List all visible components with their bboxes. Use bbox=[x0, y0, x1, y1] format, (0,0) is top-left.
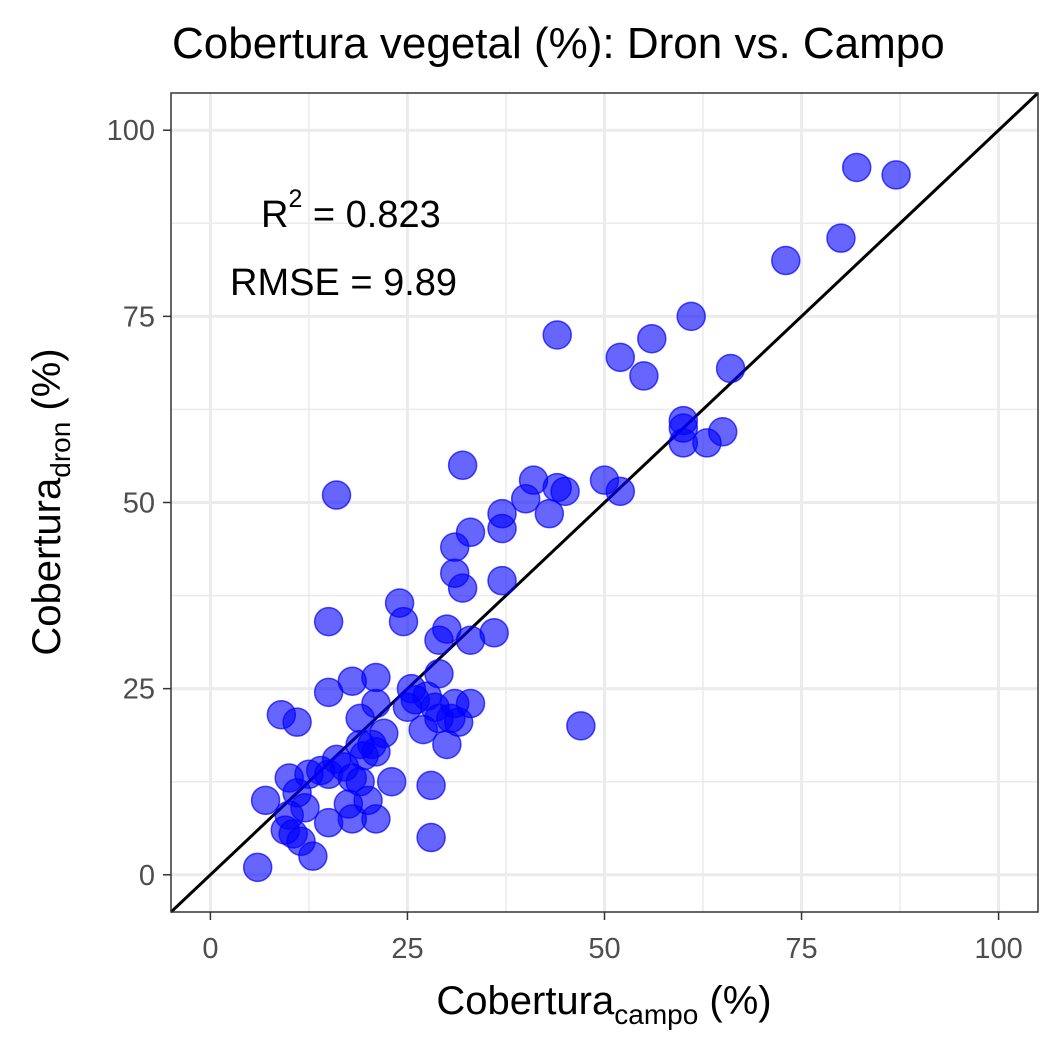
data-point bbox=[637, 323, 667, 354]
y-tick-label: 0 bbox=[139, 860, 155, 892]
data-point bbox=[424, 658, 454, 689]
data-point bbox=[369, 718, 399, 749]
data-points bbox=[242, 152, 911, 883]
x-axis-title-main: Cobertura bbox=[436, 979, 615, 1023]
data-point bbox=[605, 342, 636, 373]
data-point bbox=[250, 785, 281, 816]
y-axis-title-main: Cobertura bbox=[25, 477, 69, 656]
data-point bbox=[566, 711, 596, 741]
x-tick-label: 25 bbox=[391, 933, 423, 965]
data-point bbox=[455, 517, 486, 548]
r2-annotation: R2 = 0.823 bbox=[261, 185, 441, 236]
y-axis: 0 25 50 75 100 bbox=[107, 115, 171, 892]
data-point bbox=[361, 688, 391, 719]
data-point bbox=[605, 476, 636, 507]
data-point bbox=[707, 417, 738, 447]
x-tick-label: 100 bbox=[974, 933, 1022, 965]
data-point bbox=[542, 320, 572, 350]
data-point bbox=[416, 770, 446, 801]
data-point bbox=[388, 606, 419, 637]
y-axis-title-suffix: (%) bbox=[25, 348, 69, 421]
data-point bbox=[881, 160, 911, 190]
data-point bbox=[242, 852, 273, 883]
data-point bbox=[361, 662, 391, 693]
x-tick-label: 75 bbox=[785, 933, 817, 965]
x-axis-title: Coberturacampo (%) bbox=[436, 979, 771, 1030]
data-point bbox=[447, 573, 478, 603]
y-tick-label: 100 bbox=[107, 115, 155, 147]
x-axis-title-subscript: campo bbox=[614, 999, 698, 1030]
data-point bbox=[715, 353, 746, 384]
x-axis: 0 25 50 75 100 bbox=[202, 912, 1023, 965]
data-point bbox=[479, 618, 509, 648]
r2-value: = 0.823 bbox=[302, 194, 440, 236]
y-tick-label: 75 bbox=[123, 301, 155, 333]
data-point bbox=[416, 822, 446, 853]
data-point bbox=[455, 688, 486, 719]
data-point bbox=[432, 614, 462, 644]
data-point bbox=[313, 606, 344, 637]
data-point bbox=[676, 301, 706, 332]
data-point bbox=[282, 707, 312, 737]
data-point bbox=[313, 677, 344, 708]
data-point bbox=[487, 565, 517, 596]
chart-title: Cobertura vegetal (%): Dron vs. Campo bbox=[172, 19, 945, 68]
data-point bbox=[447, 450, 478, 481]
data-point bbox=[550, 476, 580, 507]
rmse-annotation: RMSE = 9.89 bbox=[230, 262, 457, 304]
x-tick-label: 0 bbox=[202, 933, 218, 965]
r2-label: R bbox=[261, 194, 288, 236]
y-axis-title-subscript: dron bbox=[45, 422, 76, 478]
data-point bbox=[629, 361, 659, 391]
data-point bbox=[361, 804, 391, 834]
x-axis-title-suffix: (%) bbox=[698, 979, 771, 1023]
data-point bbox=[376, 766, 407, 797]
r2-superscript: 2 bbox=[288, 185, 302, 213]
y-axis-title: Coberturadron (%) bbox=[25, 348, 76, 655]
x-tick-label: 50 bbox=[588, 933, 620, 965]
data-point bbox=[841, 152, 872, 183]
data-point bbox=[487, 513, 517, 544]
data-point bbox=[290, 793, 320, 823]
data-point bbox=[771, 245, 801, 276]
data-point bbox=[826, 223, 856, 253]
y-tick-label: 25 bbox=[123, 674, 155, 706]
data-point bbox=[321, 480, 352, 510]
y-tick-label: 50 bbox=[123, 488, 155, 520]
data-point bbox=[298, 841, 328, 871]
